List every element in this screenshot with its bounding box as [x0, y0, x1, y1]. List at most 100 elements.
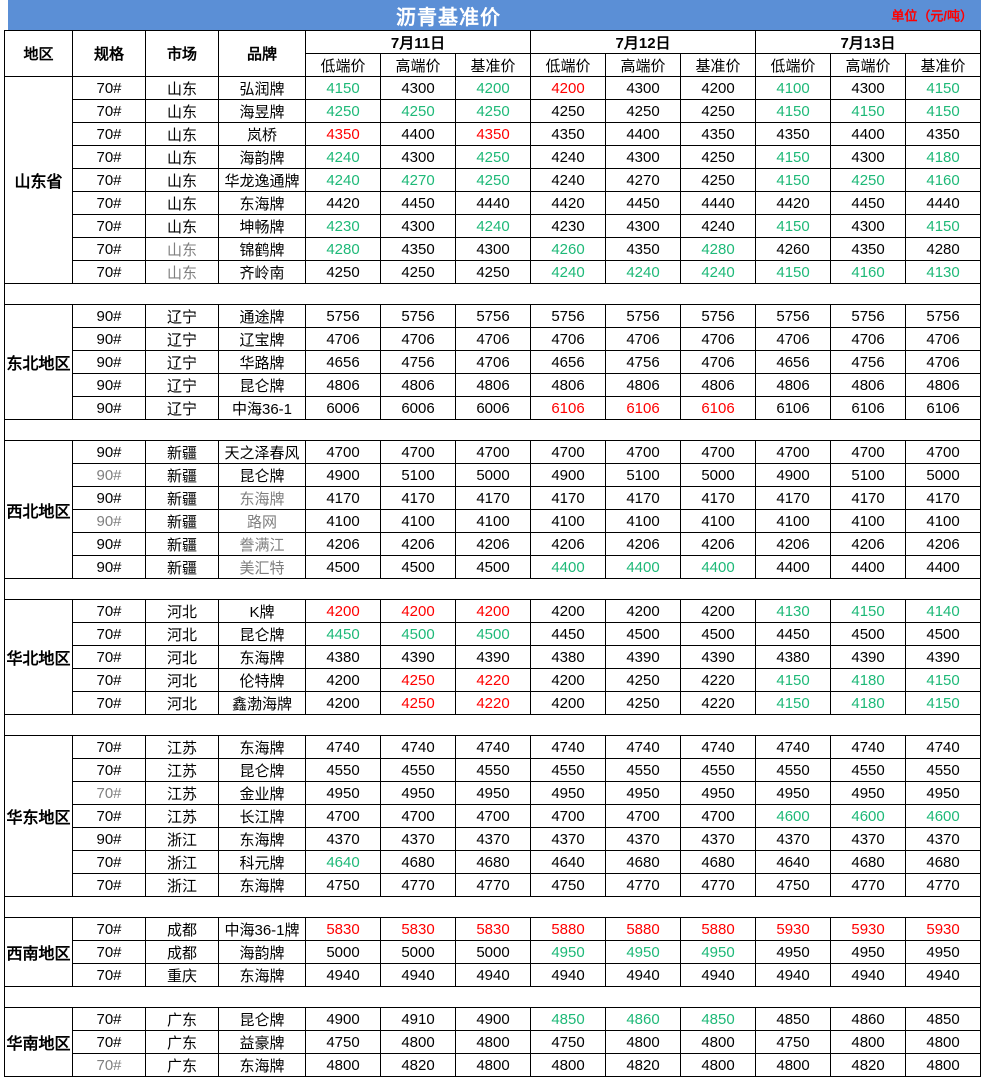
price-row: 90# 新疆 美汇特 4500 4500 4500 4400 4400 4400 4400 4400…: [5, 555, 981, 579]
region-label: 华北地区: [4, 599, 73, 715]
spec-cell: 90#: [72, 509, 146, 533]
price-row: 90# 新疆 昆仑牌 4900 5100 5000 4900 5100 5000 4900 5100…: [5, 463, 981, 487]
section-gap-cell: [3, 578, 981, 600]
price-cell: 5930: [755, 917, 832, 941]
price-cell: 4706: [380, 327, 456, 351]
brand-cell: 鑫渤海牌: [218, 691, 306, 715]
brand-cell: 天之泽春风: [218, 440, 306, 464]
price-cell: 4740: [605, 735, 682, 759]
price-cell: 4940: [830, 963, 907, 987]
price-cell: 4770: [605, 873, 682, 897]
price-cell: 4940: [905, 963, 981, 987]
price-cell: 4740: [530, 735, 607, 759]
price-cell: 6006: [305, 396, 381, 420]
price-cell: 4150: [905, 668, 981, 692]
spec-cell: 70#: [72, 873, 146, 897]
price-cell: 4700: [605, 440, 682, 464]
price-cell: 4370: [755, 827, 832, 851]
spec-cell: 90#: [72, 440, 146, 464]
price-cell: 4130: [905, 260, 981, 284]
brand-cell: 东海牌: [218, 735, 306, 759]
price-cell: 4500: [905, 622, 981, 646]
price-cell: 5000: [680, 463, 757, 487]
price-cell: 4206: [680, 532, 757, 556]
price-row: 70# 河北 东海牌 4380 4390 4390 4380 4390 4390 4380 4390…: [5, 645, 981, 669]
price-cell: 4240: [530, 260, 607, 284]
price-cell: 4900: [755, 463, 832, 487]
price-cell: 4150: [755, 260, 832, 284]
price-row: 70# 成都 海韵牌 5000 5000 5000 4950 4950 4950 4950 4950…: [5, 940, 981, 964]
price-cell: 4940: [305, 963, 381, 987]
price-cell: 4240: [530, 168, 607, 192]
spec-cell: 70#: [72, 963, 146, 987]
price-row: 70# 山东 华龙逸通牌 4240 4270 4250 4240 4270 4250 4150 42…: [5, 168, 981, 192]
price-cell: 4200: [530, 76, 607, 100]
brand-cell: 华龙逸通牌: [218, 168, 306, 192]
price-cell: 4800: [905, 1030, 981, 1054]
price-cell: 4150: [755, 691, 832, 715]
price-cell: 4706: [454, 327, 532, 351]
market-cell: 浙江: [145, 873, 219, 897]
price-cell: 5100: [605, 463, 682, 487]
spec-cell: 90#: [72, 396, 146, 420]
price-cell: 4706: [680, 327, 757, 351]
price-cell: 4206: [605, 532, 682, 556]
price-cell: 4400: [830, 122, 907, 146]
market-cell: 新疆: [145, 509, 219, 533]
price-cell: 4250: [680, 168, 757, 192]
price-cell: 4900: [305, 463, 381, 487]
price-cell: 4450: [380, 191, 456, 215]
price-cell: 4950: [530, 940, 607, 964]
section-gap-cell: [3, 896, 981, 918]
market-cell: 河北: [145, 668, 219, 692]
price-cell: 4860: [605, 1007, 682, 1031]
price-cell: 5756: [680, 304, 757, 328]
market-cell: 浙江: [145, 827, 219, 851]
price-cell: 4550: [905, 758, 981, 782]
subheader-high: 高端价: [830, 53, 907, 77]
price-cell: 4800: [605, 1030, 682, 1054]
price-cell: 4900: [454, 1007, 532, 1031]
price-cell: 4600: [755, 804, 832, 828]
price-cell: 4250: [680, 99, 757, 123]
price-cell: 4680: [905, 850, 981, 874]
brand-cell: 美汇特: [218, 555, 306, 579]
price-cell: 4950: [605, 781, 682, 805]
spec-cell: 70#: [72, 735, 146, 759]
market-cell: 山东: [145, 76, 219, 100]
price-cell: 4680: [380, 850, 456, 874]
market-cell: 成都: [145, 940, 219, 964]
spec-cell: 70#: [72, 668, 146, 692]
spec-cell: 70#: [72, 645, 146, 669]
spec-cell: 70#: [72, 214, 146, 238]
price-cell: 4680: [680, 850, 757, 874]
market-cell: 山东: [145, 191, 219, 215]
spec-cell: 70#: [72, 1007, 146, 1031]
price-cell: 5880: [530, 917, 607, 941]
price-cell: 4250: [454, 260, 532, 284]
market-cell: 重庆: [145, 963, 219, 987]
market-cell: 新疆: [145, 463, 219, 487]
price-cell: 4370: [530, 827, 607, 851]
price-cell: 4380: [530, 645, 607, 669]
brand-cell: 通途牌: [218, 304, 306, 328]
price-cell: 4150: [755, 145, 832, 169]
price-cell: 4706: [755, 327, 832, 351]
price-row: 90# 辽宁 华路牌 4656 4756 4706 4656 4756 4706 4656 4756…: [5, 350, 981, 374]
price-cell: 4390: [830, 645, 907, 669]
price-cell: 4700: [680, 440, 757, 464]
price-cell: 4300: [830, 214, 907, 238]
price-cell: 4380: [305, 645, 381, 669]
price-row: 70# 山东 海韵牌 4240 4300 4250 4240 4300 4250 4150 4300…: [5, 145, 981, 169]
price-cell: 4800: [680, 1030, 757, 1054]
price-cell: 4600: [830, 804, 907, 828]
spec-cell: 90#: [72, 304, 146, 328]
price-cell: 4500: [454, 555, 532, 579]
price-cell: 4240: [530, 145, 607, 169]
price-cell: 4440: [680, 191, 757, 215]
price-cell: 4160: [905, 168, 981, 192]
price-cell: 5830: [305, 917, 381, 941]
price-cell: 4950: [905, 781, 981, 805]
price-cell: 4150: [755, 99, 832, 123]
price-row: 70# 河北 昆仑牌 4450 4500 4500 4450 4500 4500 4450 4500…: [5, 622, 981, 646]
